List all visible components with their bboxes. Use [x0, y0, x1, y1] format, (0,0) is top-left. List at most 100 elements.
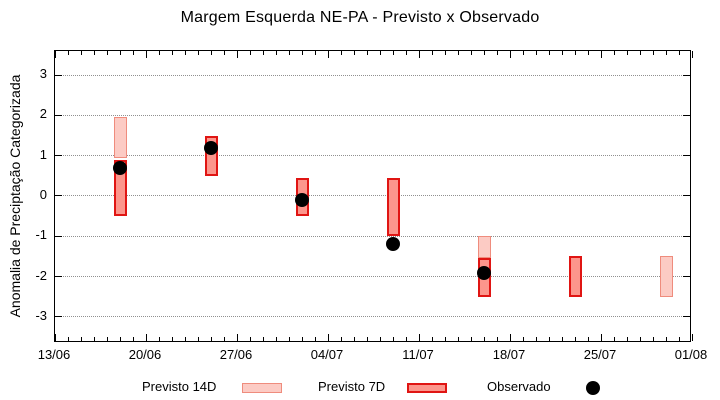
x-tick-label: 20/06 [128, 347, 162, 362]
x-tick-minor-bottom [353, 337, 355, 341]
grid-line [55, 74, 690, 76]
x-tick-major-bottom [691, 334, 693, 341]
x-tick-minor-bottom [314, 337, 316, 341]
x-tick-minor-top [613, 51, 615, 55]
y-tick-label: -1 [35, 227, 47, 243]
x-tick-minor-bottom [535, 337, 537, 341]
y-tick-right [683, 155, 690, 157]
bar-previsto-14d [477, 236, 491, 259]
x-tick-minor-bottom [288, 337, 290, 341]
x-tick-minor-bottom [392, 337, 394, 341]
x-tick-minor-top [444, 51, 446, 55]
y-tick-right [683, 195, 690, 197]
bar-previsto-7d [568, 256, 582, 297]
x-tick-minor-bottom [275, 337, 277, 341]
bar-previsto-14d [113, 117, 127, 158]
chart-title: Margem Esquerda NE-PA - Previsto x Obser… [180, 9, 540, 26]
x-tick-minor-top [392, 51, 394, 55]
x-tick-minor-top [80, 51, 82, 55]
x-tick-minor-top [366, 51, 368, 55]
x-tick-minor-bottom [93, 337, 95, 341]
x-tick-minor-top [262, 51, 264, 55]
legend-label-observado: Observado [487, 379, 551, 394]
x-tick-minor-top [639, 51, 641, 55]
x-tick-major-top [54, 51, 56, 58]
y-tick-right [683, 74, 690, 76]
x-tick-minor-top [158, 51, 160, 55]
x-tick-minor-top [678, 51, 680, 55]
x-tick-minor-top [106, 51, 108, 55]
x-tick-minor-top [119, 51, 121, 55]
y-tick-label: 3 [39, 66, 47, 82]
x-tick-minor-top [652, 51, 654, 55]
x-tick-minor-top [288, 51, 290, 55]
grid-line [55, 114, 690, 116]
x-tick-minor-top [197, 51, 199, 55]
x-tick-minor-top [548, 51, 550, 55]
x-tick-minor-top [522, 51, 524, 55]
observado-dot [295, 193, 309, 208]
x-tick-major-top [236, 51, 238, 58]
x-tick-minor-top [470, 51, 472, 55]
x-tick-minor-top [483, 51, 485, 55]
y-tick-left [55, 114, 62, 116]
y-tick-left [55, 276, 62, 278]
x-tick-minor-bottom [587, 337, 589, 341]
x-tick-minor-bottom [197, 337, 199, 341]
x-tick-minor-top [67, 51, 69, 55]
x-tick-minor-bottom [665, 337, 667, 341]
x-tick-minor-top [249, 51, 251, 55]
x-tick-minor-top [210, 51, 212, 55]
x-tick-minor-bottom [522, 337, 524, 341]
x-tick-minor-bottom [574, 337, 576, 341]
x-tick-label: 13/06 [37, 347, 71, 362]
x-tick-minor-top [574, 51, 576, 55]
y-tick-left [55, 74, 62, 76]
x-tick-major-bottom [600, 334, 602, 341]
x-tick-minor-top [223, 51, 225, 55]
x-tick-minor-bottom [223, 337, 225, 341]
x-tick-minor-bottom [561, 337, 563, 341]
y-tick-left [55, 195, 62, 197]
x-tick-minor-top [171, 51, 173, 55]
x-tick-minor-bottom [483, 337, 485, 341]
x-tick-label: 11/07 [402, 347, 434, 362]
x-tick-minor-top [353, 51, 355, 55]
grid-line [55, 155, 690, 157]
x-tick-minor-top [457, 51, 459, 55]
observado-dot [113, 160, 127, 175]
x-tick-minor-top [665, 51, 667, 55]
y-tick-label: 2 [39, 106, 47, 122]
x-tick-minor-bottom [262, 337, 264, 341]
x-tick-minor-bottom [132, 337, 134, 341]
x-tick-minor-top [314, 51, 316, 55]
x-tick-minor-top [93, 51, 95, 55]
y-tick-label: 0 [39, 186, 47, 202]
x-tick-minor-top [379, 51, 381, 55]
x-tick-minor-bottom [301, 337, 303, 341]
x-tick-minor-bottom [496, 337, 498, 341]
legend-label-previsto-7d: Previsto 7D [318, 379, 386, 394]
x-tick-minor-bottom [379, 337, 381, 341]
x-tick-major-top [509, 51, 511, 58]
x-tick-major-bottom [509, 334, 511, 341]
observado-dot [477, 265, 491, 280]
x-tick-minor-bottom [249, 337, 251, 341]
grid-line [55, 235, 690, 237]
x-tick-minor-bottom [548, 337, 550, 341]
y-tick-label: 1 [39, 146, 47, 162]
bar-previsto-14d [659, 256, 673, 297]
y-tick-right [683, 235, 690, 237]
x-tick-major-top [691, 51, 693, 58]
x-tick-minor-bottom [171, 337, 173, 341]
x-tick-minor-bottom [405, 337, 407, 341]
legend-label-previsto-14d: Previsto 14D [142, 379, 217, 394]
previsto-14d-swatch [242, 383, 282, 393]
x-tick-minor-bottom [67, 337, 69, 341]
x-tick-minor-bottom [457, 337, 459, 341]
grid-line [55, 276, 690, 278]
x-tick-major-top [600, 51, 602, 58]
x-tick-minor-top [132, 51, 134, 55]
x-tick-label: 04/07 [310, 347, 344, 362]
x-tick-major-bottom [236, 334, 238, 341]
